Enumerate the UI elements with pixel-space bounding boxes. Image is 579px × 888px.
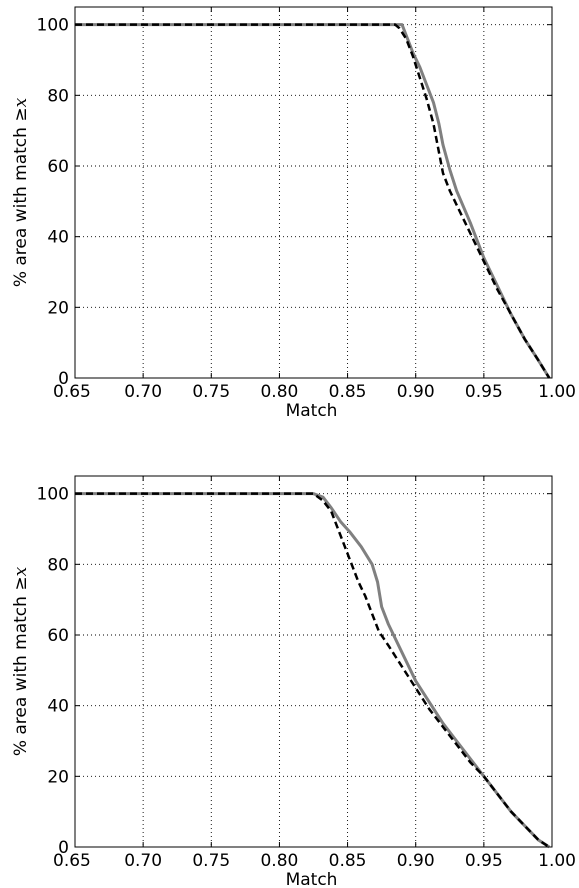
y-axis-label-variable: x (11, 566, 31, 576)
y-tick-label: 0 (58, 369, 69, 389)
series-line-dashed (75, 23, 551, 379)
x-tick-label: 0.75 (192, 382, 230, 402)
x-tick-label: 0.80 (260, 851, 298, 871)
series-line-dashed (75, 492, 550, 849)
y-tick-label: 60 (47, 626, 69, 646)
y-tick-label: 80 (47, 555, 69, 575)
x-tick-label: 0.85 (329, 382, 367, 402)
x-tick-label: 0.70 (124, 851, 162, 871)
x-tick-label: 0.90 (397, 851, 435, 871)
x-tick-label: 0.90 (397, 382, 435, 402)
x-axis-label: Match (286, 401, 338, 421)
y-axis-label: % area with match ≥x (11, 97, 31, 287)
x-tick-label: 0.85 (329, 851, 367, 871)
x-tick-label: 0.75 (192, 851, 230, 871)
y-tick-label: 40 (47, 697, 69, 717)
y-axis-label-text: % area with match ≥ (11, 107, 31, 287)
x-tick-label: 0.95 (465, 851, 503, 871)
plot-frame (74, 6, 553, 379)
x-tick-label: 0.65 (53, 851, 91, 871)
y-tick-label: 60 (47, 157, 69, 177)
chart-top: 0.65 0.70 0.75 0.80 0.85 0.90 0.95 1.00 0 20 40 60 8… (11, 6, 576, 421)
x-tick-label: 1.00 (538, 851, 576, 871)
y-axis-label-variable: x (11, 97, 31, 107)
x-axis-label: Match (286, 870, 338, 888)
y-tick-label: 100 (37, 485, 69, 505)
y-tick-label: 80 (47, 86, 69, 106)
y-tick-label: 20 (47, 298, 69, 318)
y-tick-label: 0 (58, 838, 69, 858)
y-tick-label: 100 (37, 16, 69, 36)
plot-frame (74, 475, 553, 848)
x-tick-label: 0.80 (260, 382, 298, 402)
x-tick-label: 1.00 (538, 382, 576, 402)
x-tick-label: 0.70 (124, 382, 162, 402)
y-axis-label-text: % area with match ≥ (11, 576, 31, 756)
series-line-solid (75, 492, 551, 849)
y-axis-label: % area with match ≥x (11, 566, 31, 756)
y-tick-label: 40 (47, 228, 69, 248)
x-tick-label: 0.65 (53, 382, 91, 402)
chart-bottom: 0.65 0.70 0.75 0.80 0.85 0.90 0.95 1.00 0 20 40 60 8… (11, 475, 576, 888)
y-tick-label: 20 (47, 767, 69, 787)
x-tick-label: 0.95 (465, 382, 503, 402)
series-line-solid (75, 23, 551, 379)
